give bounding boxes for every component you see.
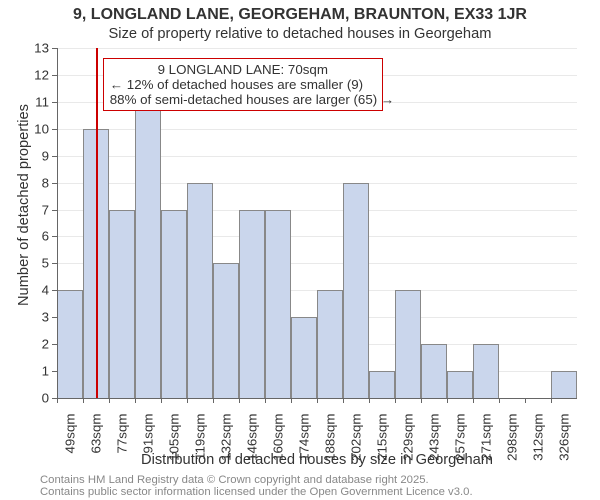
bar bbox=[265, 210, 291, 398]
footer-line-1: Contains HM Land Registry data © Crown c… bbox=[40, 474, 429, 486]
bar bbox=[187, 183, 213, 398]
bar bbox=[291, 317, 317, 398]
bar bbox=[239, 210, 265, 398]
ytick-label: 2 bbox=[17, 337, 49, 352]
ytick-label: 11 bbox=[17, 94, 49, 109]
bar bbox=[317, 290, 343, 398]
gridline bbox=[57, 48, 577, 49]
footer-line-2: Contains public sector information licen… bbox=[40, 486, 473, 498]
bar bbox=[421, 344, 447, 398]
ytick-label: 5 bbox=[17, 256, 49, 271]
annotation-box: 9 LONGLAND LANE: 70sqm← 12% of detached … bbox=[103, 58, 383, 111]
bar bbox=[161, 210, 187, 398]
bar bbox=[369, 371, 395, 398]
ytick-label: 9 bbox=[17, 148, 49, 163]
x-axis-line bbox=[57, 398, 577, 399]
bar bbox=[109, 210, 135, 398]
plot-area: 01234567891011121349sqm63sqm77sqm91sqm10… bbox=[57, 48, 577, 398]
ytick-label: 13 bbox=[17, 41, 49, 56]
bar bbox=[551, 371, 577, 398]
ytick-label: 7 bbox=[17, 202, 49, 217]
ytick-label: 4 bbox=[17, 283, 49, 298]
bar bbox=[447, 371, 473, 398]
bar bbox=[343, 183, 369, 398]
ytick-label: 12 bbox=[17, 67, 49, 82]
annotation-line: ← 12% of detached houses are smaller (9) bbox=[110, 77, 376, 92]
histogram-chart: 9, LONGLAND LANE, GEORGEHAM, BRAUNTON, E… bbox=[0, 0, 600, 500]
subject-marker-line bbox=[96, 48, 98, 398]
chart-subtitle: Size of property relative to detached ho… bbox=[0, 26, 600, 42]
ytick-label: 0 bbox=[17, 391, 49, 406]
ytick-label: 3 bbox=[17, 310, 49, 325]
bar bbox=[135, 102, 161, 398]
y-axis-line bbox=[57, 48, 58, 398]
chart-title: 9, LONGLAND LANE, GEORGEHAM, BRAUNTON, E… bbox=[0, 6, 600, 24]
bar bbox=[395, 290, 421, 398]
annotation-line: 9 LONGLAND LANE: 70sqm bbox=[110, 62, 376, 77]
bar bbox=[213, 263, 239, 398]
ytick-label: 1 bbox=[17, 364, 49, 379]
ytick-label: 10 bbox=[17, 121, 49, 136]
annotation-line: 88% of semi-detached houses are larger (… bbox=[110, 92, 376, 107]
x-axis-label: Distribution of detached houses by size … bbox=[57, 452, 577, 468]
bar bbox=[57, 290, 83, 398]
ytick-label: 6 bbox=[17, 229, 49, 244]
ytick-label: 8 bbox=[17, 175, 49, 190]
bar bbox=[473, 344, 499, 398]
